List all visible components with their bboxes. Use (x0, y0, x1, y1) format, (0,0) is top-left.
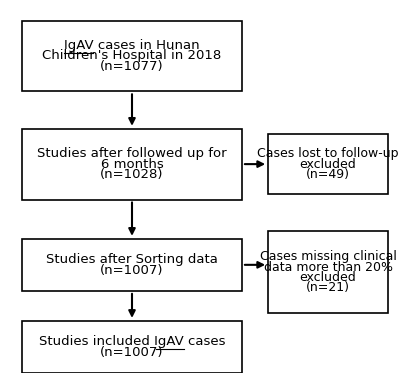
Text: Studies after Sorting data: Studies after Sorting data (46, 253, 218, 266)
Text: data more than 20%: data more than 20% (264, 261, 392, 273)
Text: Studies after followed up for: Studies after followed up for (37, 147, 227, 160)
Text: Studies included IgAV cases: Studies included IgAV cases (39, 335, 225, 348)
Text: (n=1007): (n=1007) (100, 264, 164, 276)
FancyBboxPatch shape (268, 231, 388, 313)
FancyBboxPatch shape (268, 134, 388, 194)
Text: (n=1028): (n=1028) (100, 168, 164, 181)
Text: Cases lost to follow-up: Cases lost to follow-up (257, 147, 399, 160)
Text: excluded: excluded (300, 158, 356, 170)
Text: (n=21): (n=21) (306, 282, 350, 294)
FancyBboxPatch shape (22, 239, 242, 291)
Text: (n=1077): (n=1077) (100, 60, 164, 73)
FancyBboxPatch shape (22, 129, 242, 200)
FancyBboxPatch shape (22, 21, 242, 91)
Text: (n=1007): (n=1007) (100, 346, 164, 358)
Text: Cases missing clinical: Cases missing clinical (260, 250, 396, 263)
FancyBboxPatch shape (22, 321, 242, 373)
Text: (n=49): (n=49) (306, 168, 350, 181)
Text: Children's Hospital in 2018: Children's Hospital in 2018 (42, 50, 222, 62)
Text: excluded: excluded (300, 271, 356, 284)
Text: 6 months: 6 months (101, 158, 163, 170)
Text: IgAV cases in Hunan: IgAV cases in Hunan (64, 39, 200, 52)
